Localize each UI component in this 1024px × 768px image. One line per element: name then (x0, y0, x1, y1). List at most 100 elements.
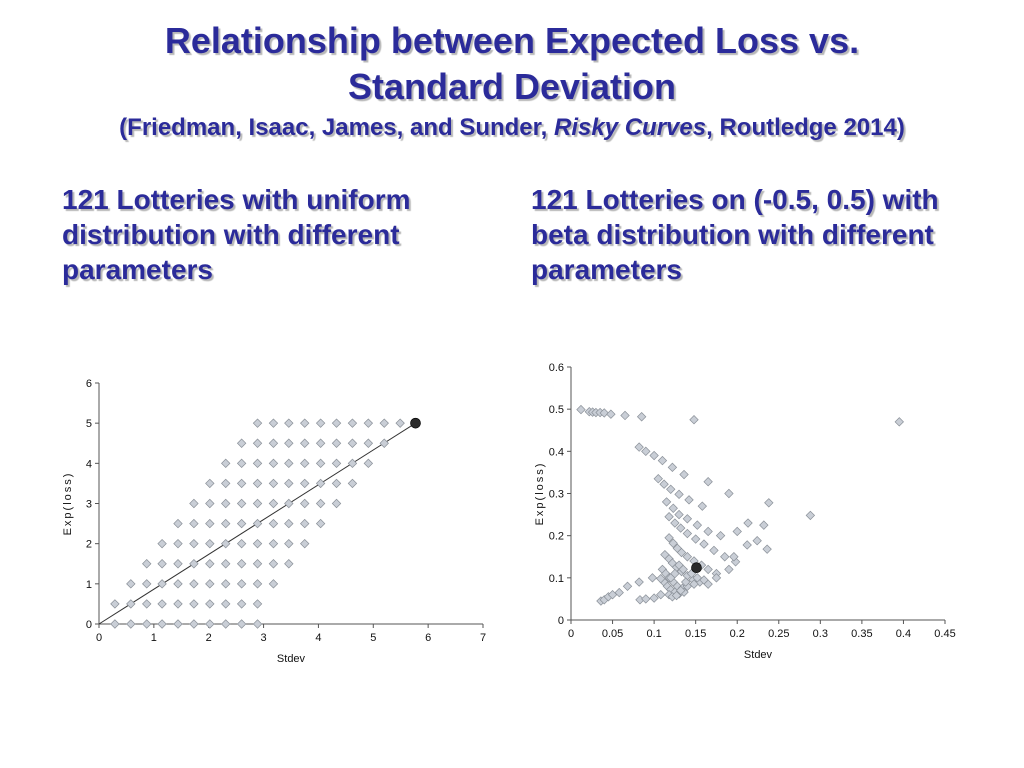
data-point (236, 438, 247, 448)
data-point (205, 619, 215, 629)
data-point (173, 538, 183, 549)
x-tick-label: 0.2 (730, 628, 745, 640)
data-point (347, 438, 358, 448)
data-point (315, 458, 326, 469)
data-point (682, 514, 693, 524)
data-point (300, 538, 310, 549)
data-point (268, 458, 279, 469)
data-point (657, 455, 668, 466)
data-point (347, 458, 358, 469)
y-tick-label: 5 (86, 418, 92, 430)
data-point (679, 469, 689, 480)
data-point (347, 418, 358, 428)
data-point (236, 498, 247, 509)
y-axis-title: Exp(loss) (62, 472, 74, 536)
data-point (189, 518, 199, 529)
data-point (126, 619, 136, 629)
data-point (157, 538, 167, 549)
data-point (221, 538, 231, 549)
data-point (284, 498, 294, 509)
data-point (221, 518, 231, 529)
data-point (157, 599, 167, 609)
data-point (252, 559, 263, 569)
data-point (622, 581, 633, 591)
data-point (703, 476, 713, 487)
data-point (636, 412, 647, 422)
y-tick-label: 0.2 (549, 531, 564, 543)
highlight-point (691, 562, 702, 574)
data-point (205, 559, 215, 569)
data-point (252, 619, 263, 629)
data-point (205, 579, 215, 589)
data-point (331, 418, 342, 428)
data-point (676, 547, 687, 558)
data-point (331, 478, 342, 489)
data-point (641, 446, 651, 457)
y-tick-label: 3 (86, 499, 92, 511)
data-point (666, 484, 676, 494)
data-point (724, 564, 734, 575)
data-point (674, 489, 684, 500)
data-point (268, 478, 279, 489)
data-point (689, 415, 699, 425)
data-point (157, 619, 167, 629)
data-point (752, 536, 762, 546)
data-point (656, 573, 666, 584)
data-point (173, 619, 183, 629)
data-point (709, 545, 719, 556)
data-point (743, 518, 753, 528)
x-tick-label: 5 (370, 632, 376, 644)
data-point (697, 501, 708, 511)
y-tick-label: 0.6 (549, 362, 564, 374)
data-point (649, 593, 659, 603)
data-point (284, 418, 294, 428)
data-point (189, 599, 199, 609)
data-point (157, 579, 167, 589)
x-tick-label: 3 (261, 632, 267, 644)
data-point (205, 599, 215, 609)
data-point (300, 498, 310, 509)
data-point (236, 518, 247, 529)
data-point (894, 417, 904, 427)
data-point (363, 438, 374, 448)
x-tick-label: 1 (151, 632, 157, 644)
data-point (347, 478, 358, 489)
data-point (764, 498, 774, 508)
data-point (676, 523, 686, 533)
x-tick-label: 0.05 (602, 628, 623, 640)
x-tick-label: 0.45 (934, 628, 955, 640)
data-point (252, 458, 263, 469)
x-tick-label: 0.15 (685, 628, 706, 640)
data-point (221, 579, 231, 589)
data-point (252, 478, 263, 489)
slide-citation: (Friedman, Isaac, James, and Sunder, Ris… (72, 112, 952, 144)
data-point (664, 533, 674, 543)
data-point (110, 599, 120, 609)
data-point (724, 488, 734, 499)
data-point (142, 619, 152, 629)
data-point (252, 579, 263, 589)
data-point (684, 495, 694, 505)
data-point (300, 438, 310, 448)
data-point (661, 497, 672, 507)
left-heading: 121 Lotteries with uniform distribution … (62, 184, 411, 285)
data-point (315, 478, 326, 489)
x-tick-label: 0 (96, 632, 102, 644)
data-point (268, 559, 279, 569)
data-point (173, 559, 183, 569)
data-point (762, 544, 772, 554)
x-tick-label: 4 (315, 632, 321, 644)
data-point (668, 503, 678, 513)
data-point (668, 538, 678, 548)
data-point (670, 518, 680, 528)
data-point (252, 599, 263, 609)
data-point (315, 498, 326, 509)
data-point (759, 520, 769, 530)
citation-publisher: , Routledge 2014) (706, 114, 905, 141)
data-point (300, 458, 310, 469)
data-point (576, 404, 586, 415)
data-point (599, 408, 609, 418)
data-point (252, 518, 263, 529)
x-tick-label: 0.1 (646, 628, 661, 640)
x-tick-label: 2 (206, 632, 212, 644)
